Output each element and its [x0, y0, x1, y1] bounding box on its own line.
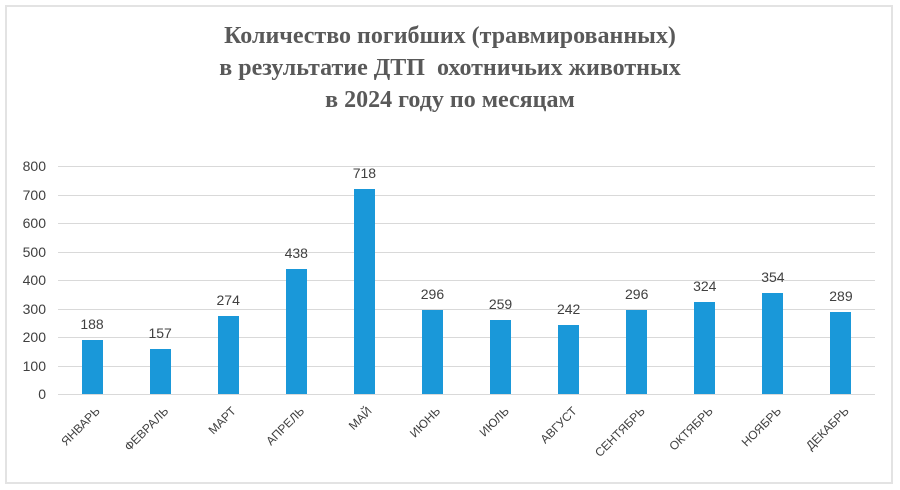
data-label: 242 [556, 301, 581, 318]
bar [353, 189, 375, 394]
chart-title-line-1: Количество погибших (травмированных) [224, 23, 676, 49]
gridline [58, 251, 875, 253]
bar [217, 315, 239, 394]
y-tick-label: 700 [22, 186, 46, 203]
bar [558, 325, 580, 394]
y-tick-label: 300 [22, 300, 46, 317]
chart-title-line-2: в результатие ДТП охотничьих животных [219, 55, 681, 81]
bar [285, 269, 307, 394]
plot-area: 0 100 200 300 400 500 600 700 800 188 ЯНВАРЬ 157 ФЕВ… [23, 158, 875, 460]
bar [626, 309, 648, 394]
gridline [58, 394, 875, 395]
bar [762, 293, 784, 394]
data-label: 289 [829, 287, 853, 304]
gridline [58, 194, 875, 196]
gridline [58, 337, 875, 338]
y-tick-label: 0 [38, 386, 46, 402]
bar [694, 301, 716, 394]
bar [830, 311, 852, 394]
chart-title-line-3: в 2024 году по месяцам [325, 87, 575, 113]
gridline [58, 365, 875, 367]
data-label: 324 [693, 277, 717, 294]
y-tick-label: 100 [22, 357, 46, 374]
y-tick-label: 200 [22, 329, 46, 345]
data-label: 259 [488, 296, 513, 313]
y-tick-label: 600 [22, 215, 46, 231]
data-label: 157 [148, 325, 172, 342]
y-tick-label: 500 [22, 243, 46, 260]
data-label: 438 [284, 245, 308, 262]
data-label: 354 [761, 269, 785, 286]
gridline [58, 308, 875, 310]
data-label: 296 [420, 285, 445, 302]
bar [490, 320, 512, 394]
data-label: 718 [352, 165, 377, 182]
gridline [58, 166, 875, 167]
gridline [58, 223, 875, 224]
y-tick-label: 800 [22, 158, 46, 174]
bar [81, 340, 103, 394]
y-tick-label: 400 [22, 272, 46, 288]
data-label: 296 [625, 285, 649, 302]
bar [421, 309, 443, 394]
gridline [58, 280, 875, 281]
chart-frame [5, 5, 893, 484]
chart-title: Количество погибших (травмированных) в р… [0, 20, 900, 116]
data-label: 188 [80, 316, 104, 333]
bar [149, 349, 171, 394]
data-label: 274 [216, 291, 240, 308]
